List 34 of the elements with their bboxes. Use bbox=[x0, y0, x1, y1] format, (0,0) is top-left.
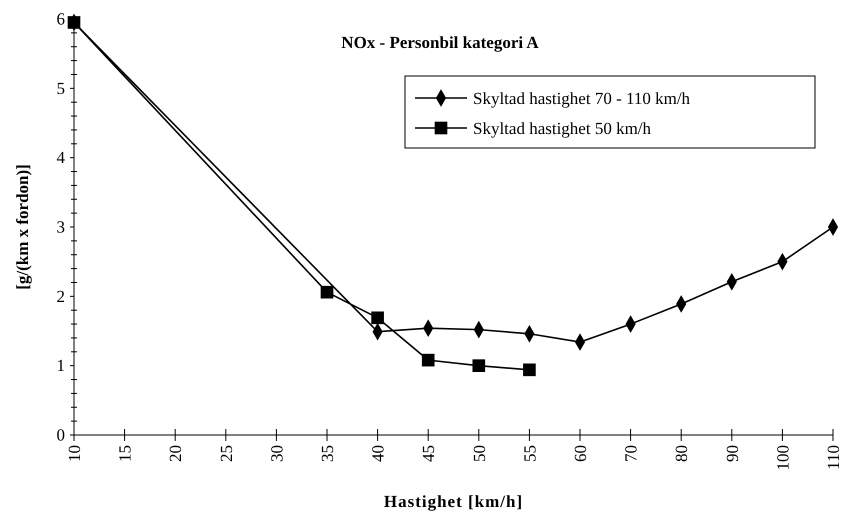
point bbox=[371, 312, 384, 324]
y-axis-title: [g/(km x fordon)] bbox=[13, 164, 32, 290]
x-tick-label: 50 bbox=[470, 445, 489, 462]
y-tick-label: 3 bbox=[56, 217, 65, 236]
point bbox=[68, 16, 80, 29]
x-tick-label: 100 bbox=[773, 445, 792, 470]
y-tick-label: 4 bbox=[56, 148, 66, 168]
x-tick-label: 35 bbox=[318, 445, 337, 462]
point bbox=[523, 364, 536, 376]
x-tick-label: 45 bbox=[419, 445, 438, 462]
x-tick-label: 110 bbox=[824, 445, 843, 470]
x-tick-label: 20 bbox=[166, 445, 186, 462]
x-tick-label: 90 bbox=[722, 445, 742, 462]
x-tick-label: 15 bbox=[116, 445, 135, 462]
point bbox=[472, 359, 486, 372]
y-tick-label: 5 bbox=[56, 78, 65, 98]
text: NOx - Personbil kategori A bbox=[341, 33, 540, 52]
x-tick-label: 30 bbox=[267, 445, 286, 462]
y-tick-label: 2 bbox=[56, 286, 65, 306]
y-tick-label: 6 bbox=[56, 9, 65, 28]
x-tick-label: 70 bbox=[622, 445, 641, 462]
x-axis-title: Hastighet [km/h] bbox=[384, 492, 524, 511]
point bbox=[422, 354, 435, 366]
x-tick-label: 10 bbox=[64, 445, 84, 462]
x-tick-label: 25 bbox=[216, 445, 236, 462]
legend-label: Skyltad hastighet 50 km/h bbox=[473, 118, 652, 138]
x-tick-label: 55 bbox=[520, 445, 540, 462]
x-tick-label: 60 bbox=[570, 445, 590, 462]
x-tick-label: 40 bbox=[368, 445, 388, 462]
y-tick-label: 1 bbox=[56, 356, 65, 376]
x-tick-label: 80 bbox=[672, 445, 692, 462]
point bbox=[320, 286, 334, 298]
legend-label: Skyltad hastighet 70 - 110 km/h bbox=[473, 88, 691, 108]
y-tick-label: 0 bbox=[56, 425, 65, 444]
